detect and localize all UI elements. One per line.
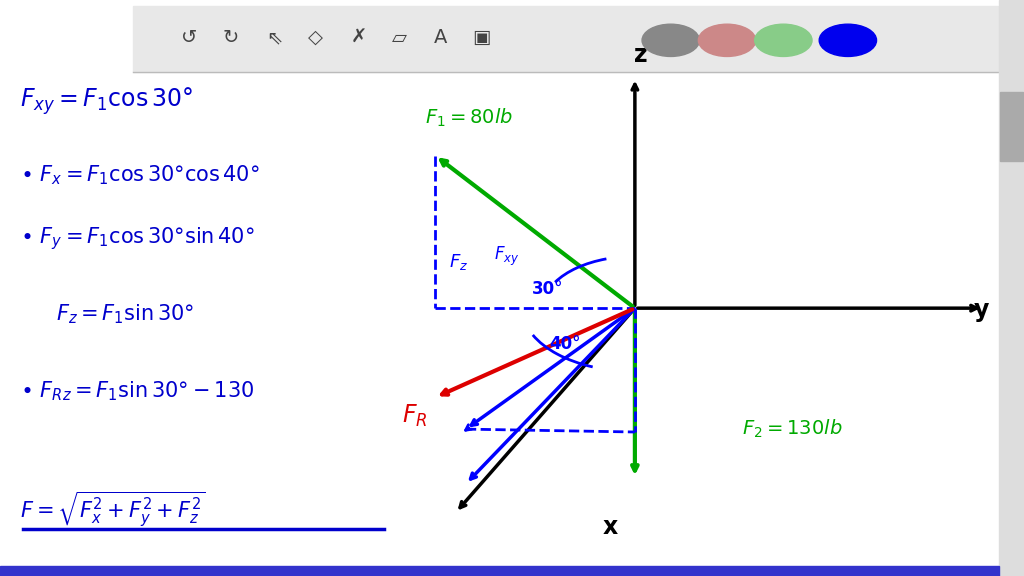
Text: ◇: ◇ bbox=[308, 28, 323, 47]
Text: x: x bbox=[603, 515, 617, 539]
Text: $\bullet\ F_x=F_1\cos30°\cos40°$: $\bullet\ F_x=F_1\cos30°\cos40°$ bbox=[20, 164, 260, 187]
Text: 30°: 30° bbox=[532, 280, 563, 298]
Text: z: z bbox=[634, 43, 648, 67]
Text: $F_{xy}$: $F_{xy}$ bbox=[495, 245, 519, 268]
Text: ↻: ↻ bbox=[222, 28, 239, 47]
Text: $F_1=80lb$: $F_1=80lb$ bbox=[425, 107, 513, 129]
Text: ✗: ✗ bbox=[350, 28, 367, 47]
Text: $F_{xy}=F_1\cos30°$: $F_{xy}=F_1\cos30°$ bbox=[20, 85, 194, 117]
Text: $F=\sqrt{F_x^2+F_y^2+F_z^2}$: $F=\sqrt{F_x^2+F_y^2+F_z^2}$ bbox=[20, 490, 206, 530]
Text: $F_z=F_1\sin30°$: $F_z=F_1\sin30°$ bbox=[56, 302, 195, 325]
Text: $F_R$: $F_R$ bbox=[402, 403, 428, 429]
Text: $\bullet\ F_{Rz}=F_1\sin30°-130$: $\bullet\ F_{Rz}=F_1\sin30°-130$ bbox=[20, 380, 255, 403]
Text: ▣: ▣ bbox=[472, 28, 490, 47]
Text: $F_z$: $F_z$ bbox=[450, 252, 468, 272]
Text: 40°: 40° bbox=[550, 335, 581, 354]
Text: $F_2=130lb$: $F_2=130lb$ bbox=[742, 418, 843, 440]
Text: y: y bbox=[973, 298, 989, 322]
Text: ⇖: ⇖ bbox=[266, 28, 283, 47]
Text: $\bullet\ F_y=F_1\cos30°\sin40°$: $\bullet\ F_y=F_1\cos30°\sin40°$ bbox=[20, 226, 255, 252]
Text: A: A bbox=[433, 28, 447, 47]
Text: ↺: ↺ bbox=[181, 28, 198, 47]
Text: ▱: ▱ bbox=[392, 28, 407, 47]
